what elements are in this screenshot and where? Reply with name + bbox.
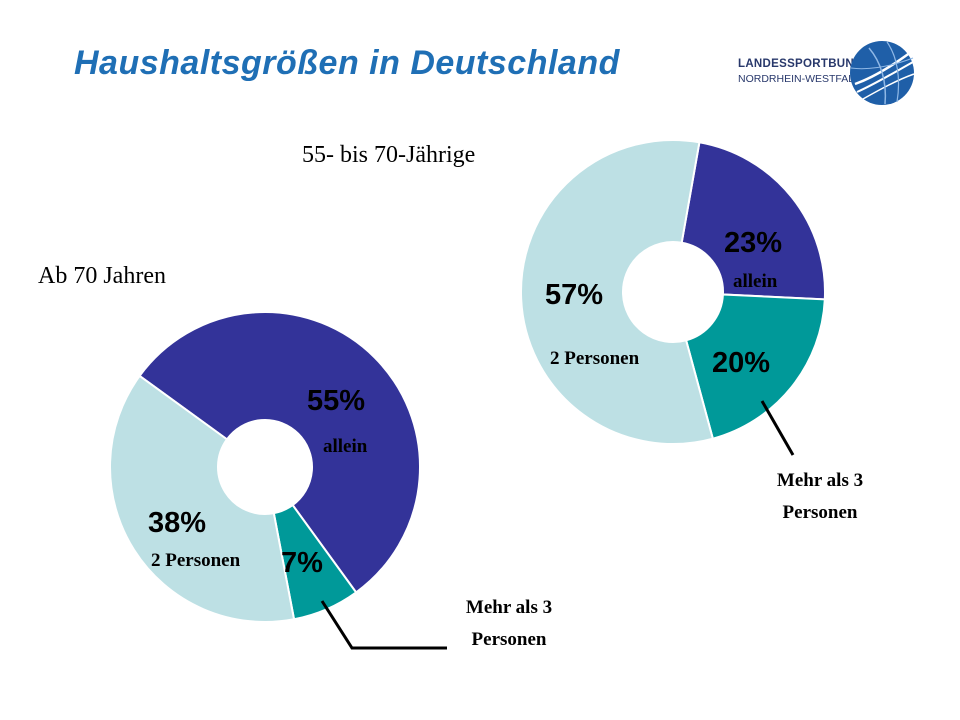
slide-title: Haushaltsgrößen in Deutschland: [74, 44, 620, 82]
donut-chart-55-70: 55- bis 70-Jährige 23% allein 20% 57% 2 …: [302, 139, 863, 523]
donut-55-70-slice-allein: [680, 141, 826, 301]
callout-line1-55-70: Mehr als 3: [777, 470, 863, 491]
slice-label-2pers-55-70: 2 Personen: [550, 348, 640, 369]
callout-line2-ab-70: Personen: [472, 629, 547, 650]
value-label-allein-55-70: 23%: [724, 227, 782, 259]
chart-title-ab-70: Ab 70 Jahren: [38, 263, 166, 289]
donut-ab-70-slice-allein: [138, 311, 421, 594]
globe-logo-icon: [850, 41, 915, 105]
donut-chart-ab-70: Ab 70 Jahren 55% allein 7% 38% 2 Persone…: [38, 263, 552, 650]
value-label-mehr-ab-70: 7%: [281, 547, 323, 579]
donut-55-70-slice-2-personen: [520, 139, 715, 445]
callout-line2-55-70: Personen: [783, 502, 858, 523]
chart-title-55-70: 55- bis 70-Jährige: [302, 142, 475, 168]
value-label-allein-ab-70: 55%: [307, 385, 365, 417]
logo: LANDESSPORTBUND NORDRHEIN-WESTFALEN: [738, 38, 938, 108]
value-label-2pers-55-70: 57%: [545, 279, 603, 311]
slice-label-allein-55-70: allein: [733, 271, 778, 292]
donut-55-70-slice-mehr-als-3-personen: [684, 293, 826, 440]
slice-label-2pers-ab-70: 2 Personen: [151, 550, 241, 571]
callout-leader-55-70: [760, 400, 795, 456]
callout-leader-ab-70: [320, 600, 447, 650]
slice-label-allein-ab-70: allein: [323, 436, 368, 457]
logo-text-line2: NORDRHEIN-WESTFALEN: [738, 73, 869, 85]
value-label-mehr-55-70: 20%: [712, 347, 770, 379]
donut-ab-70-slice-2-personen: [109, 374, 296, 623]
value-label-2pers-ab-70: 38%: [148, 507, 206, 539]
logo-text-line1: LANDESSPORTBUND: [738, 58, 863, 70]
callout-line1-ab-70: Mehr als 3: [466, 597, 552, 618]
